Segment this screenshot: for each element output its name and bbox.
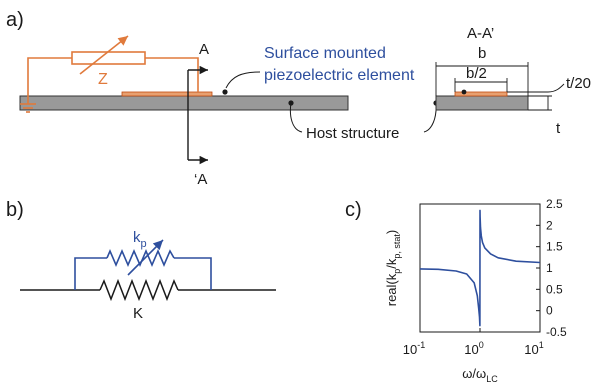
- y-axis-label: real(kp/kp, stat): [384, 230, 402, 307]
- y-tick-label-0: 2.5: [546, 197, 563, 211]
- circuit-wire-right: [145, 57, 199, 92]
- kp-variable-arrow: [127, 239, 164, 276]
- dim-bhalf-label: b/2: [466, 65, 487, 82]
- circuit-wire-left: [27, 57, 72, 104]
- ylabel-pre: real(k: [384, 273, 399, 306]
- dimension-lines: [435, 62, 565, 111]
- cross-section-dot: [461, 89, 467, 95]
- kp-branch-right: [174, 257, 212, 290]
- panel-c: c) 2.5 2 1.5 1 0.5 0 -0.5 10-1 100 101 real(kp/kp…: [345, 197, 567, 384]
- spring-kp: [74, 239, 212, 290]
- host-structure-label: Host structure: [306, 125, 399, 142]
- impedance-label: Z: [98, 71, 108, 88]
- x-tick-label-0: 10-1: [403, 340, 425, 357]
- kp-zigzag: [106, 248, 175, 268]
- piezo-leader-dot: [222, 89, 228, 95]
- shunt-circuit: [20, 35, 199, 113]
- host-leader-left: [289, 102, 303, 133]
- section-title: A-A’: [467, 25, 494, 42]
- series-line-0: [419, 209, 541, 327]
- panel-b-label: b): [6, 199, 24, 221]
- variable-arrow: [79, 35, 129, 75]
- x-tick-label-2: 101: [524, 340, 543, 357]
- y-tick-label-3: 1: [546, 261, 553, 275]
- ylabel-post: ): [384, 230, 399, 234]
- host-leader-left-dot: [288, 100, 294, 106]
- dim-t20-label: t/20: [566, 75, 591, 92]
- dim-t20-leader: [547, 83, 565, 93]
- dim-b-label: b: [478, 45, 486, 62]
- section-label-top: A: [199, 41, 209, 58]
- host-leader-right: [423, 102, 437, 133]
- spring-K-zigzag: [99, 278, 179, 302]
- cross-section-host: [435, 95, 529, 111]
- kp-label-sub: p: [141, 238, 147, 250]
- piezo-label-line2: piezoelectric element: [264, 67, 415, 84]
- piezo-element: [121, 91, 213, 97]
- spring-K-label: K: [133, 305, 143, 322]
- host-structure-beam: [19, 95, 349, 111]
- kp-label: kp: [133, 229, 147, 250]
- piezo-label-line1: Surface mounted: [264, 45, 386, 62]
- panel-c-label: c): [345, 199, 362, 221]
- y-tick-label-2: 1.5: [546, 240, 563, 254]
- panel-b: b) K kp: [6, 199, 276, 322]
- piezo-leader: [225, 71, 261, 89]
- kp-label-main: k: [133, 229, 141, 246]
- section-label-bottom: ‘A: [194, 171, 207, 188]
- y-tick-label-5: 0: [546, 304, 553, 318]
- ylabel-sub1: p: [392, 269, 402, 274]
- x-axis-label: ω/ωLC: [462, 366, 498, 384]
- y-tick-label-6: -0.5: [546, 325, 567, 339]
- y-tick-label-4: 0.5: [546, 282, 563, 296]
- panel-a-label: a): [6, 9, 24, 31]
- impedance-resistor: [71, 51, 146, 65]
- cross-section-piezo: [454, 91, 508, 97]
- plot-marks: 2.5 2 1.5 1 0.5 0 -0.5 10-1 100 101: [403, 197, 567, 357]
- y-tick-label-1: 2: [546, 218, 553, 232]
- xlabel-main: ω/ω: [462, 366, 486, 381]
- dim-t-label: t: [556, 120, 561, 137]
- xlabel-sub: LC: [486, 374, 498, 384]
- spring-K: [20, 278, 276, 302]
- kp-branch-left: [74, 257, 107, 290]
- panel-a: a) Z A ‘A Surface mounted piezoelectric …: [6, 9, 591, 188]
- ylabel-sub2: p, stat: [392, 234, 402, 259]
- x-tick-label-1: 100: [464, 340, 483, 357]
- ylabel-mid: /k: [384, 258, 399, 269]
